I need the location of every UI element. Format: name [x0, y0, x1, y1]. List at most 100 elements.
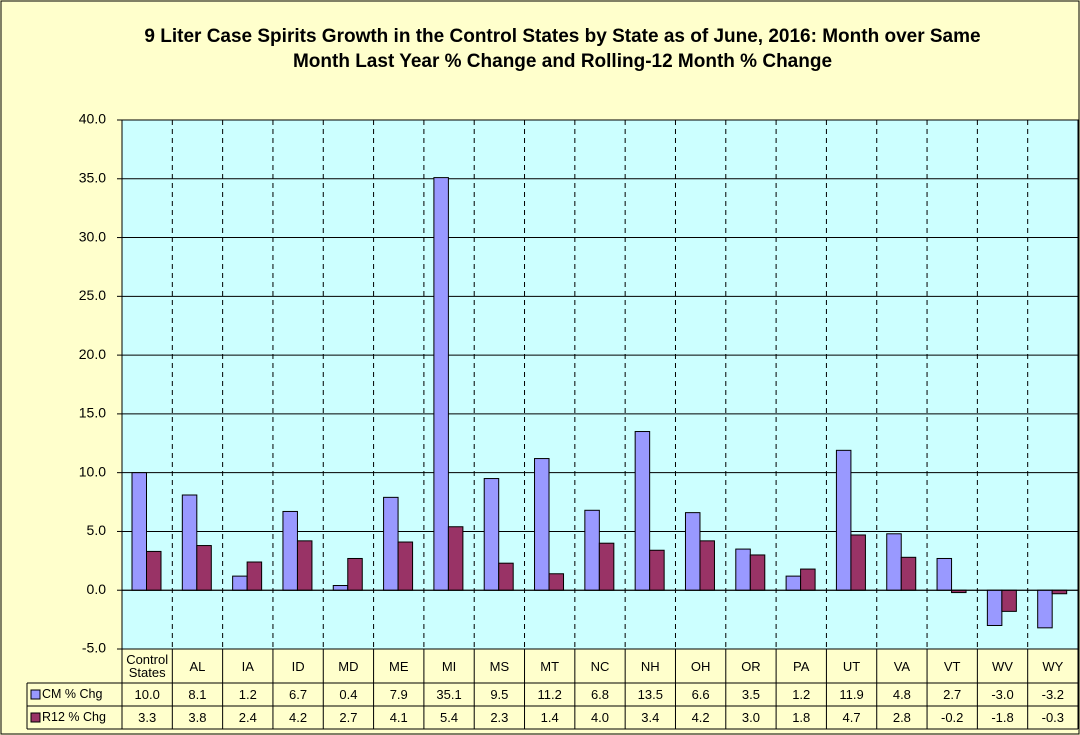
value-label: 1.4: [540, 710, 559, 725]
bar: [383, 496, 399, 591]
bar: [699, 540, 715, 591]
bar: [1051, 589, 1068, 595]
value-label: 10.0: [134, 687, 160, 702]
bar: [282, 510, 298, 591]
bar: [332, 585, 349, 591]
y-tick-label: 15.0: [79, 405, 106, 421]
value-label: 35.1: [436, 687, 462, 702]
y-tick-label: -5.0: [82, 640, 106, 656]
bar: [684, 512, 701, 591]
bar: [232, 575, 248, 591]
value-label: 3.8: [188, 710, 207, 725]
value-label: 3.0: [741, 710, 760, 725]
value-label: 2.7: [943, 687, 962, 702]
value-label: 11.9: [839, 687, 864, 702]
value-label: 2.8: [892, 710, 911, 725]
x-tick-label: AL: [189, 658, 206, 674]
bar: [1001, 589, 1017, 612]
bar: [131, 472, 147, 591]
x-tick-label: PA: [793, 658, 810, 674]
bar: [850, 534, 866, 591]
x-tick-label: WV: [992, 658, 1013, 674]
bar: [735, 548, 751, 591]
value-label: 4.8: [892, 687, 911, 702]
bar: [634, 431, 651, 591]
bar: [835, 449, 852, 591]
value-label: 3.4: [641, 710, 660, 725]
bar: [196, 545, 212, 591]
bar: [433, 177, 449, 591]
bar: [498, 562, 514, 591]
x-tick-label: VA: [893, 658, 911, 674]
value-label: 4.2: [691, 710, 710, 725]
bar: [936, 557, 953, 591]
value-label: 1.2: [238, 687, 257, 702]
value-label: 2.4: [238, 710, 257, 725]
value-label: 4.0: [590, 710, 610, 725]
x-tick-label: NH: [640, 658, 660, 674]
bar: [146, 550, 162, 591]
bar: [986, 589, 1003, 626]
y-tick-label: 35.0: [79, 169, 106, 185]
bar: [649, 549, 665, 591]
value-label: 1.2: [792, 687, 811, 702]
bar: [598, 542, 615, 591]
x-tick-label: MS: [489, 658, 510, 674]
legend-label: R12 % Chg: [42, 710, 106, 724]
value-label: -3.0: [991, 687, 1014, 702]
value-label: 2.3: [490, 710, 509, 725]
x-tick-label: ID: [291, 658, 305, 674]
value-label: -1.8: [991, 710, 1014, 725]
x-tick-label: Control States: [126, 652, 169, 680]
value-label: 5.4: [440, 710, 459, 725]
bar: [447, 526, 464, 591]
y-tick-label: 0.0: [87, 581, 107, 597]
bar: [347, 557, 363, 591]
bar: [900, 556, 917, 591]
bar: [181, 494, 198, 591]
y-tick-label: 30.0: [79, 228, 106, 244]
value-label: 13.5: [637, 687, 663, 702]
x-tick-label: IA: [241, 658, 254, 674]
value-label: 1.8: [792, 710, 811, 725]
value-label: 3.5: [741, 687, 760, 702]
x-tick-label: ME: [388, 658, 409, 674]
value-label: 4.2: [289, 710, 308, 725]
x-tick-label: NC: [590, 658, 610, 674]
x-tick-label: OR: [741, 658, 761, 674]
value-label: 6.6: [691, 687, 710, 702]
x-tick-label: MI: [441, 658, 457, 674]
legend-label: CM % Chg: [42, 687, 103, 701]
bar: [483, 478, 500, 591]
bar: [800, 568, 816, 591]
x-tick-label: WY: [1042, 658, 1064, 674]
bar: [397, 541, 414, 591]
chart-title: 9 Liter Case Spirits Growth in the Contr…: [144, 26, 981, 72]
bar: [246, 561, 263, 591]
value-label: -0.2: [941, 710, 964, 725]
x-tick-label: UT: [842, 658, 861, 674]
x-tick-label: OH: [690, 658, 711, 674]
bar: [534, 458, 550, 591]
y-tick-label: 10.0: [79, 463, 106, 479]
value-label: 8.1: [188, 687, 207, 702]
value-label: 6.8: [590, 687, 610, 702]
y-tick-label: 5.0: [87, 522, 107, 538]
x-tick-label: MT: [540, 658, 560, 674]
value-label: -0.3: [1041, 710, 1065, 725]
bar: [548, 573, 565, 591]
bar: [785, 575, 802, 591]
value-label: 4.1: [389, 710, 408, 725]
value-label: 3.3: [138, 710, 157, 725]
bar: [749, 554, 766, 591]
value-label: 0.4: [339, 687, 358, 702]
value-label: -3.2: [1041, 687, 1065, 702]
legend-key: [30, 712, 41, 723]
x-tick-label: VT: [943, 658, 961, 674]
y-tick-label: 20.0: [79, 346, 106, 362]
bar: [296, 540, 313, 591]
value-label: 2.7: [339, 710, 358, 725]
